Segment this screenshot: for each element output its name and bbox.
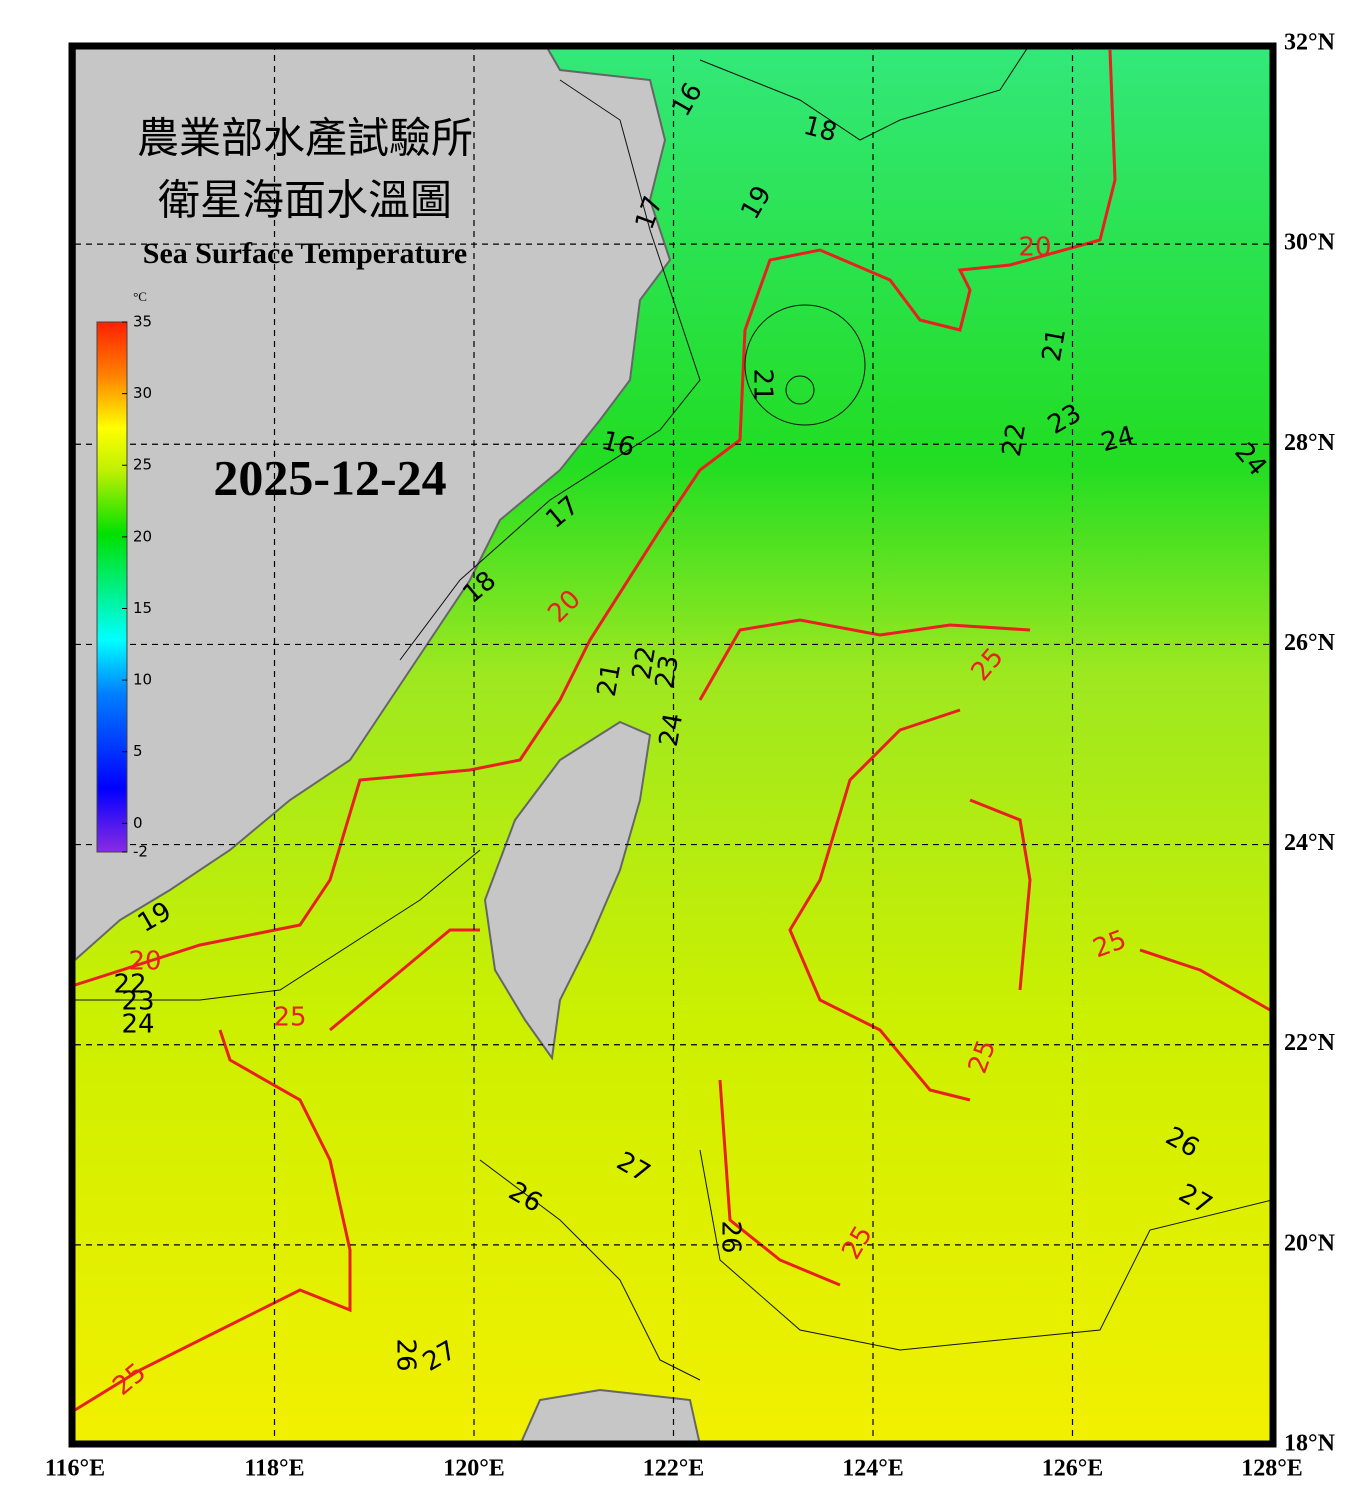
colorbar-tick-label: 20 [133, 527, 152, 545]
contour-label: 20 [1018, 233, 1051, 263]
title-line1: 農業部水產試驗所 [137, 116, 473, 163]
contour-label: 23 [121, 987, 154, 1017]
date: 2025-12-24 [213, 449, 446, 505]
colorbar-tick-label: -2 [133, 843, 148, 861]
red-contours [74, 49, 1271, 1412]
lon-tick-label: 116°E [45, 1456, 105, 1482]
colorbar-tick-label: 30 [133, 384, 152, 402]
colorbar-tick-label: 35 [133, 313, 152, 331]
contour-label: 21 [748, 368, 778, 401]
lon-tick-label: 126°E [1042, 1456, 1104, 1482]
lat-tick-label: 26°N [1284, 630, 1336, 656]
colorbar-tick-label: 10 [133, 671, 152, 689]
contour-label: 21 [1037, 326, 1072, 364]
contour-label: 21 [592, 661, 627, 699]
contour-label: 20 [128, 947, 161, 977]
contour-label: 23 [650, 653, 685, 691]
mainland-land [74, 43, 672, 963]
lon-tick-label: 124°E [842, 1456, 904, 1482]
lat-tick-label: 30°N [1284, 230, 1336, 256]
lat-tick-label: 32°N [1284, 30, 1336, 56]
contour-label: 22 [997, 421, 1032, 459]
lat-tick-label: 20°N [1284, 1230, 1336, 1256]
lon-tick-label: 118°E [244, 1456, 304, 1482]
lat-tick-label: 22°N [1284, 1030, 1336, 1056]
lon-tick-label: 128°E [1241, 1456, 1303, 1482]
colorbar-unit: °C [133, 289, 147, 304]
colorbar-tick-label: 0 [133, 814, 143, 832]
subtitle: Sea Surface Temperature [143, 237, 467, 270]
lat-tick-label: 24°N [1284, 830, 1336, 856]
contour-label: 22 [627, 644, 662, 682]
lat-tick-label: 18°N [1284, 1431, 1336, 1457]
lon-tick-label: 122°E [643, 1456, 705, 1482]
contour-label: 24 [121, 1010, 154, 1040]
taiwan-land [483, 720, 652, 1061]
title-line2: 衛星海面水溫圖 [158, 179, 452, 225]
contour-label: 24 [654, 711, 689, 749]
contour-label: 26 [716, 1220, 746, 1253]
colorbar [96, 321, 128, 853]
colorbar-tick-label: 15 [133, 599, 152, 617]
contour-label: 25 [273, 1003, 306, 1033]
lat-tick-label: 28°N [1284, 430, 1336, 456]
map-frame [68, 42, 1277, 1448]
colorbar-tick-label: 5 [133, 742, 143, 760]
contour-label: 22 [113, 970, 146, 1000]
colorbar-tick-label: 25 [133, 456, 152, 474]
contour-label: 26 [391, 1338, 421, 1371]
graticule [75, 44, 1272, 1445]
lon-tick-label: 120°E [443, 1456, 505, 1482]
